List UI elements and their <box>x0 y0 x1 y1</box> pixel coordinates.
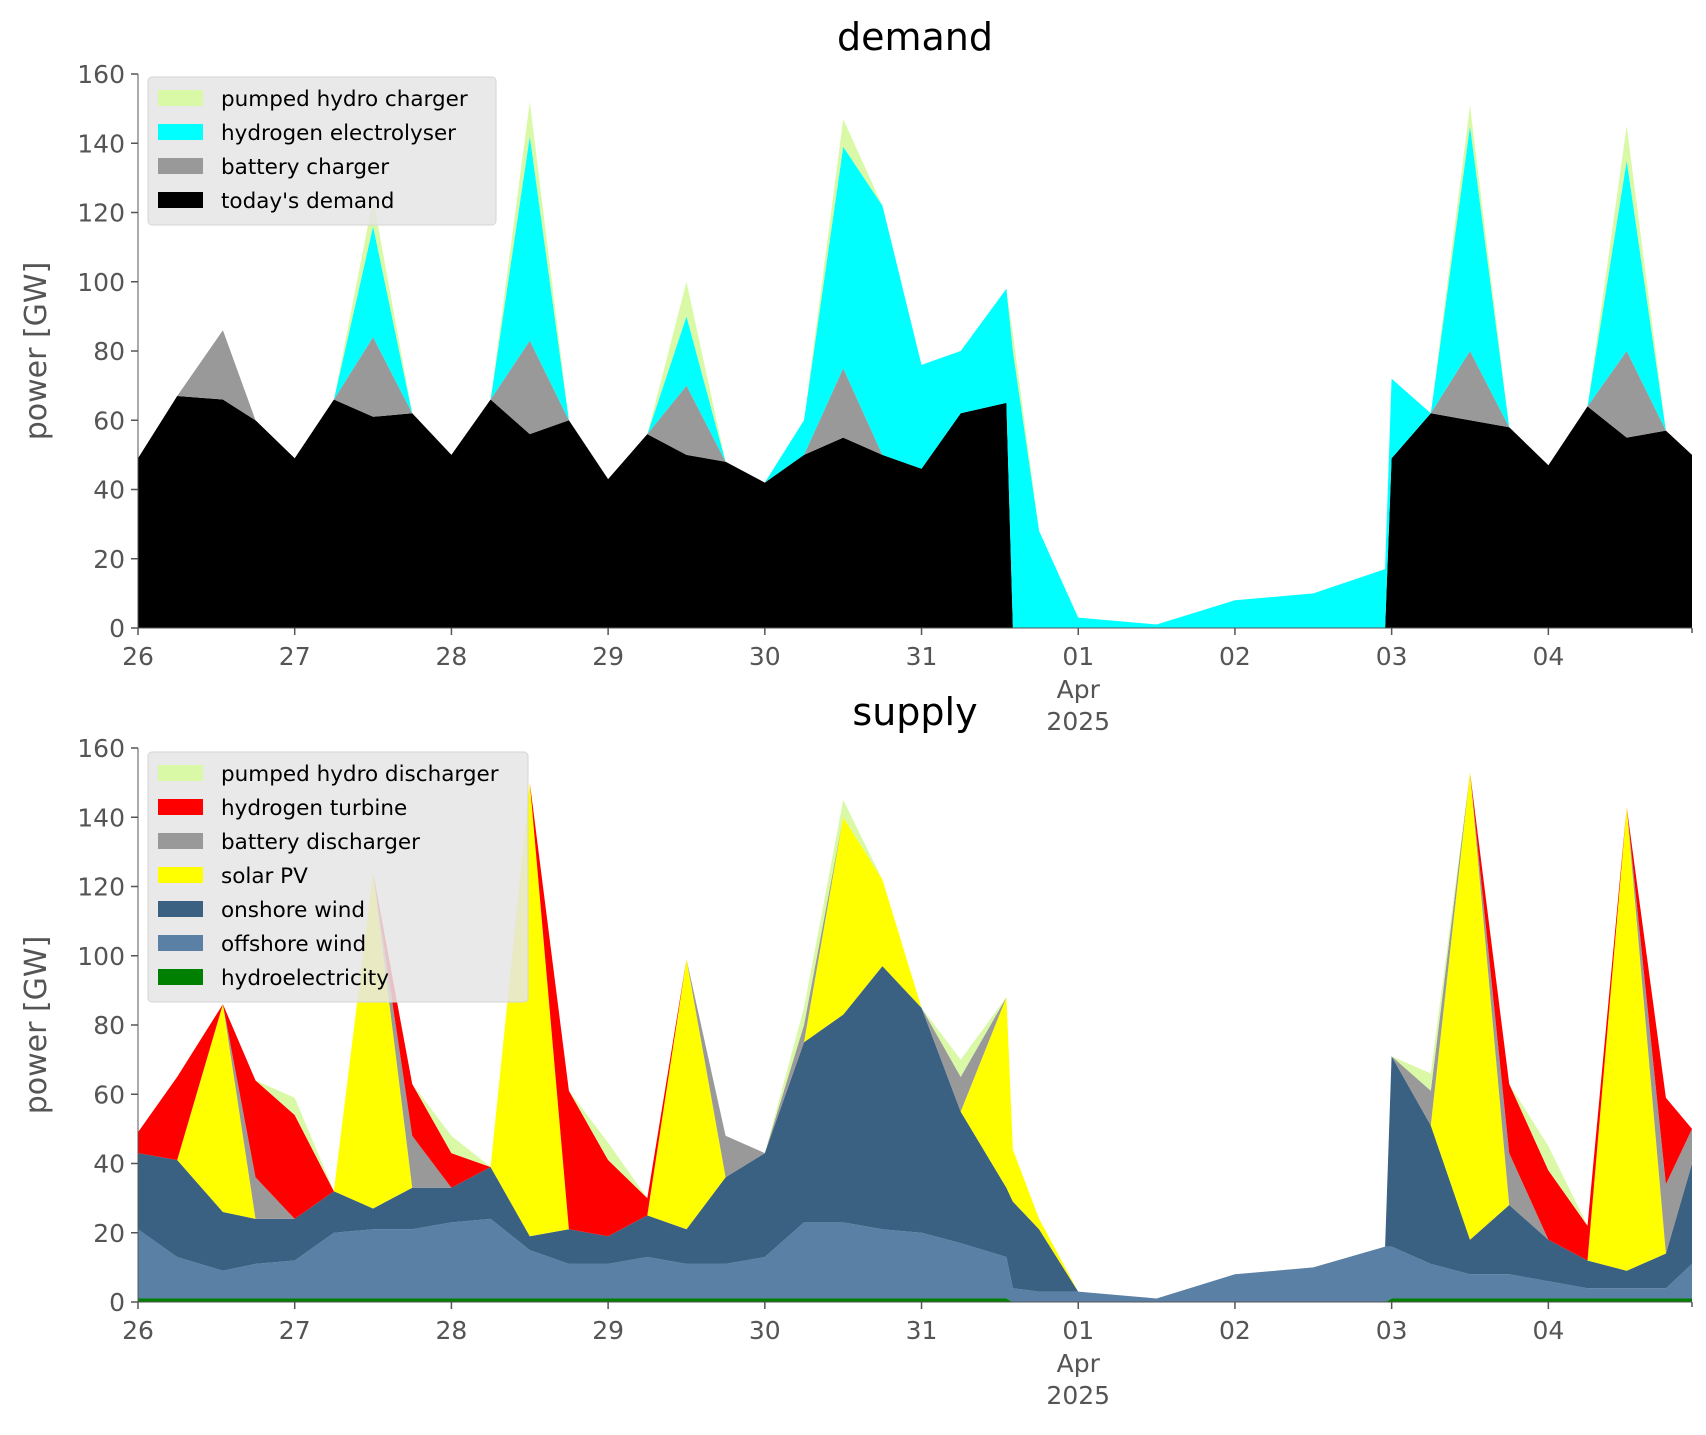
y-tick-label: 80 <box>93 1011 125 1040</box>
y-tick-label: 120 <box>77 199 125 228</box>
x-tick-label: 27 <box>279 1316 311 1345</box>
legend-swatch-solar-pv <box>158 867 203 883</box>
chart-title: demand <box>837 15 993 59</box>
legend-box <box>147 76 497 226</box>
legend-swatch-hydrogen-electrolyser <box>158 124 203 140</box>
area-series-group <box>138 101 1692 629</box>
legend-box <box>147 751 529 1003</box>
legend-label-onshore-wind: onshore wind <box>221 898 365 923</box>
x-tick-label: 28 <box>436 642 468 671</box>
x-tick-label: 31 <box>906 1316 938 1345</box>
legend-label-offshore-wind: offshore wind <box>221 932 366 957</box>
x-tick-label: 31 <box>906 642 938 671</box>
legend-label-battery-charger: battery charger <box>221 155 389 180</box>
x-tick-label: 27 <box>279 642 311 671</box>
y-tick-label: 0 <box>109 614 125 643</box>
area-offshore-wind <box>138 1218 1692 1302</box>
x-tick-label: 26 <box>122 1316 154 1345</box>
legend: pumped hydro charger hydrogen electrolyse… <box>147 76 497 226</box>
y-tick-label: 40 <box>93 1150 125 1179</box>
legend: pumped hydro discharger hydrogen turbine b… <box>147 751 529 1003</box>
legend-swatch-hydrogen-turbine <box>158 799 203 815</box>
area-battery-charger <box>138 330 1692 628</box>
x-tick-label: 30 <box>749 642 781 671</box>
legend-label-hydrogen-electrolyser: hydrogen electrolyser <box>221 121 456 146</box>
x-tick-year-label: 2025 <box>1046 1381 1110 1410</box>
legend-swatch-battery-charger <box>158 158 203 174</box>
legend-label-pumped-hydro-charger: pumped hydro charger <box>221 87 468 112</box>
area-onshore-wind <box>138 966 1692 1299</box>
x-tick-label: 28 <box>436 1316 468 1345</box>
x-tick-month-label: Apr <box>1057 675 1101 704</box>
x-tick-label: 29 <box>592 642 624 671</box>
y-tick-label: 140 <box>77 803 125 832</box>
legend-label-hydrogen-turbine: hydrogen turbine <box>221 796 407 821</box>
y-tick-label: 0 <box>109 1288 125 1317</box>
y-tick-label: 100 <box>77 942 125 971</box>
x-tick-label: 02 <box>1219 642 1251 671</box>
area-hydrogen-electrolyser <box>138 125 1692 629</box>
y-tick-label: 40 <box>93 476 125 505</box>
y-tick-label: 160 <box>77 734 125 763</box>
x-tick-label: 26 <box>122 642 154 671</box>
x-tick-label: 01 <box>1062 1316 1094 1345</box>
y-tick-label: 20 <box>93 1219 125 1248</box>
legend-label-today-s-demand: today's demand <box>221 189 394 214</box>
y-tick-label: 20 <box>93 545 125 574</box>
chart-title: supply <box>852 690 977 734</box>
legend-label-hydroelectricity: hydroelectricity <box>221 966 389 991</box>
y-axis-label: power [GW] <box>19 936 54 1115</box>
area-hydroelectricity <box>138 1298 1692 1302</box>
y-tick-label: 100 <box>77 268 125 297</box>
legend-swatch-onshore-wind <box>158 901 203 917</box>
legend-label-battery-discharger: battery discharger <box>221 830 420 855</box>
y-tick-label: 120 <box>77 873 125 902</box>
x-tick-year-label: 2025 <box>1046 707 1110 736</box>
x-tick-label: 04 <box>1532 1316 1564 1345</box>
x-tick-label: 30 <box>749 1316 781 1345</box>
x-tick-month-label: Apr <box>1057 1349 1101 1378</box>
area-today-s-demand <box>138 396 1692 628</box>
legend-swatch-today-s-demand <box>158 192 203 208</box>
x-tick-label: 01 <box>1062 642 1094 671</box>
y-tick-label: 80 <box>93 337 125 366</box>
x-tick-label: 02 <box>1219 1316 1251 1345</box>
legend-label-solar-pv: solar PV <box>221 864 308 889</box>
x-tick-label: 04 <box>1532 642 1564 671</box>
legend-swatch-pumped-hydro-charger <box>158 90 203 106</box>
y-tick-label: 140 <box>77 129 125 158</box>
legend-swatch-offshore-wind <box>158 935 203 951</box>
y-tick-label: 60 <box>93 406 125 435</box>
x-tick-label: 03 <box>1376 1316 1408 1345</box>
y-tick-label: 60 <box>93 1080 125 1109</box>
legend-label-pumped-hydro-discharger: pumped hydro discharger <box>221 762 499 787</box>
legend-swatch-battery-discharger <box>158 833 203 849</box>
y-tick-label: 160 <box>77 60 125 89</box>
x-tick-label: 03 <box>1376 642 1408 671</box>
legend-swatch-hydroelectricity <box>158 969 203 985</box>
y-axis-label: power [GW] <box>19 262 54 441</box>
legend-swatch-pumped-hydro-discharger <box>158 765 203 781</box>
x-tick-label: 29 <box>592 1316 624 1345</box>
